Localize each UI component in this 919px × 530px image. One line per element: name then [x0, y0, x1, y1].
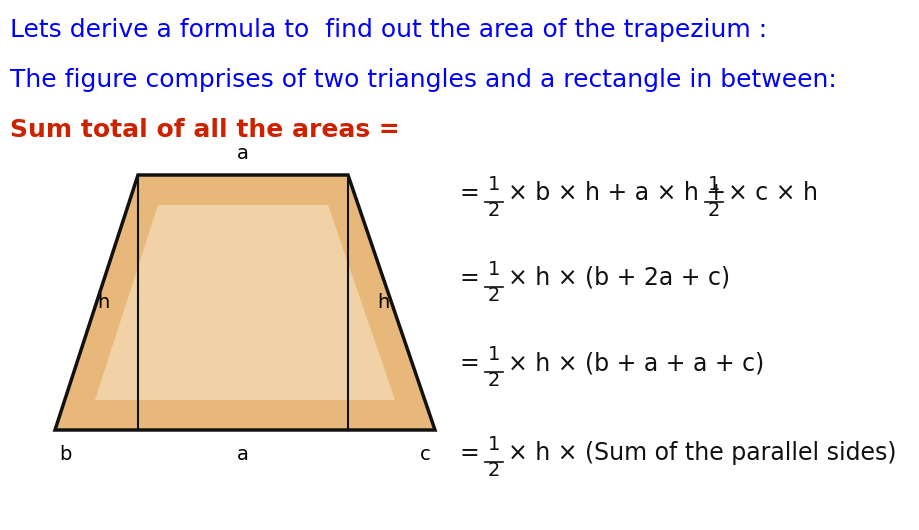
Text: 1: 1	[708, 175, 720, 194]
Text: 2: 2	[488, 461, 500, 480]
Text: =: =	[460, 351, 480, 375]
Text: × h × (b + a + a + c): × h × (b + a + a + c)	[508, 351, 765, 375]
Text: 2: 2	[488, 286, 500, 305]
Polygon shape	[95, 205, 395, 400]
Text: 2: 2	[488, 371, 500, 390]
Polygon shape	[55, 175, 435, 430]
Text: 1: 1	[488, 175, 500, 194]
Text: × b × h + a × h +: × b × h + a × h +	[508, 181, 726, 205]
Text: h: h	[377, 293, 389, 312]
Text: 1: 1	[488, 345, 500, 364]
Text: h: h	[96, 293, 109, 312]
Text: a: a	[237, 445, 249, 464]
Text: 1: 1	[488, 435, 500, 454]
Text: b: b	[59, 445, 71, 464]
Text: =: =	[460, 266, 480, 290]
Text: =: =	[460, 441, 480, 465]
Text: =: =	[460, 181, 480, 205]
Text: × h × (b + 2a + c): × h × (b + 2a + c)	[508, 266, 730, 290]
Text: c: c	[420, 445, 430, 464]
Text: Lets derive a formula to  find out the area of the trapezium :: Lets derive a formula to find out the ar…	[10, 18, 767, 42]
Text: 2: 2	[708, 201, 720, 220]
Text: Sum total of all the areas =: Sum total of all the areas =	[10, 118, 400, 142]
Text: 2: 2	[488, 201, 500, 220]
Text: × c × h: × c × h	[728, 181, 818, 205]
Text: a: a	[237, 144, 249, 163]
Text: × h × (Sum of the parallel sides): × h × (Sum of the parallel sides)	[508, 441, 897, 465]
Text: The figure comprises of two triangles and a rectangle in between:: The figure comprises of two triangles an…	[10, 68, 837, 92]
Text: 1: 1	[488, 260, 500, 279]
